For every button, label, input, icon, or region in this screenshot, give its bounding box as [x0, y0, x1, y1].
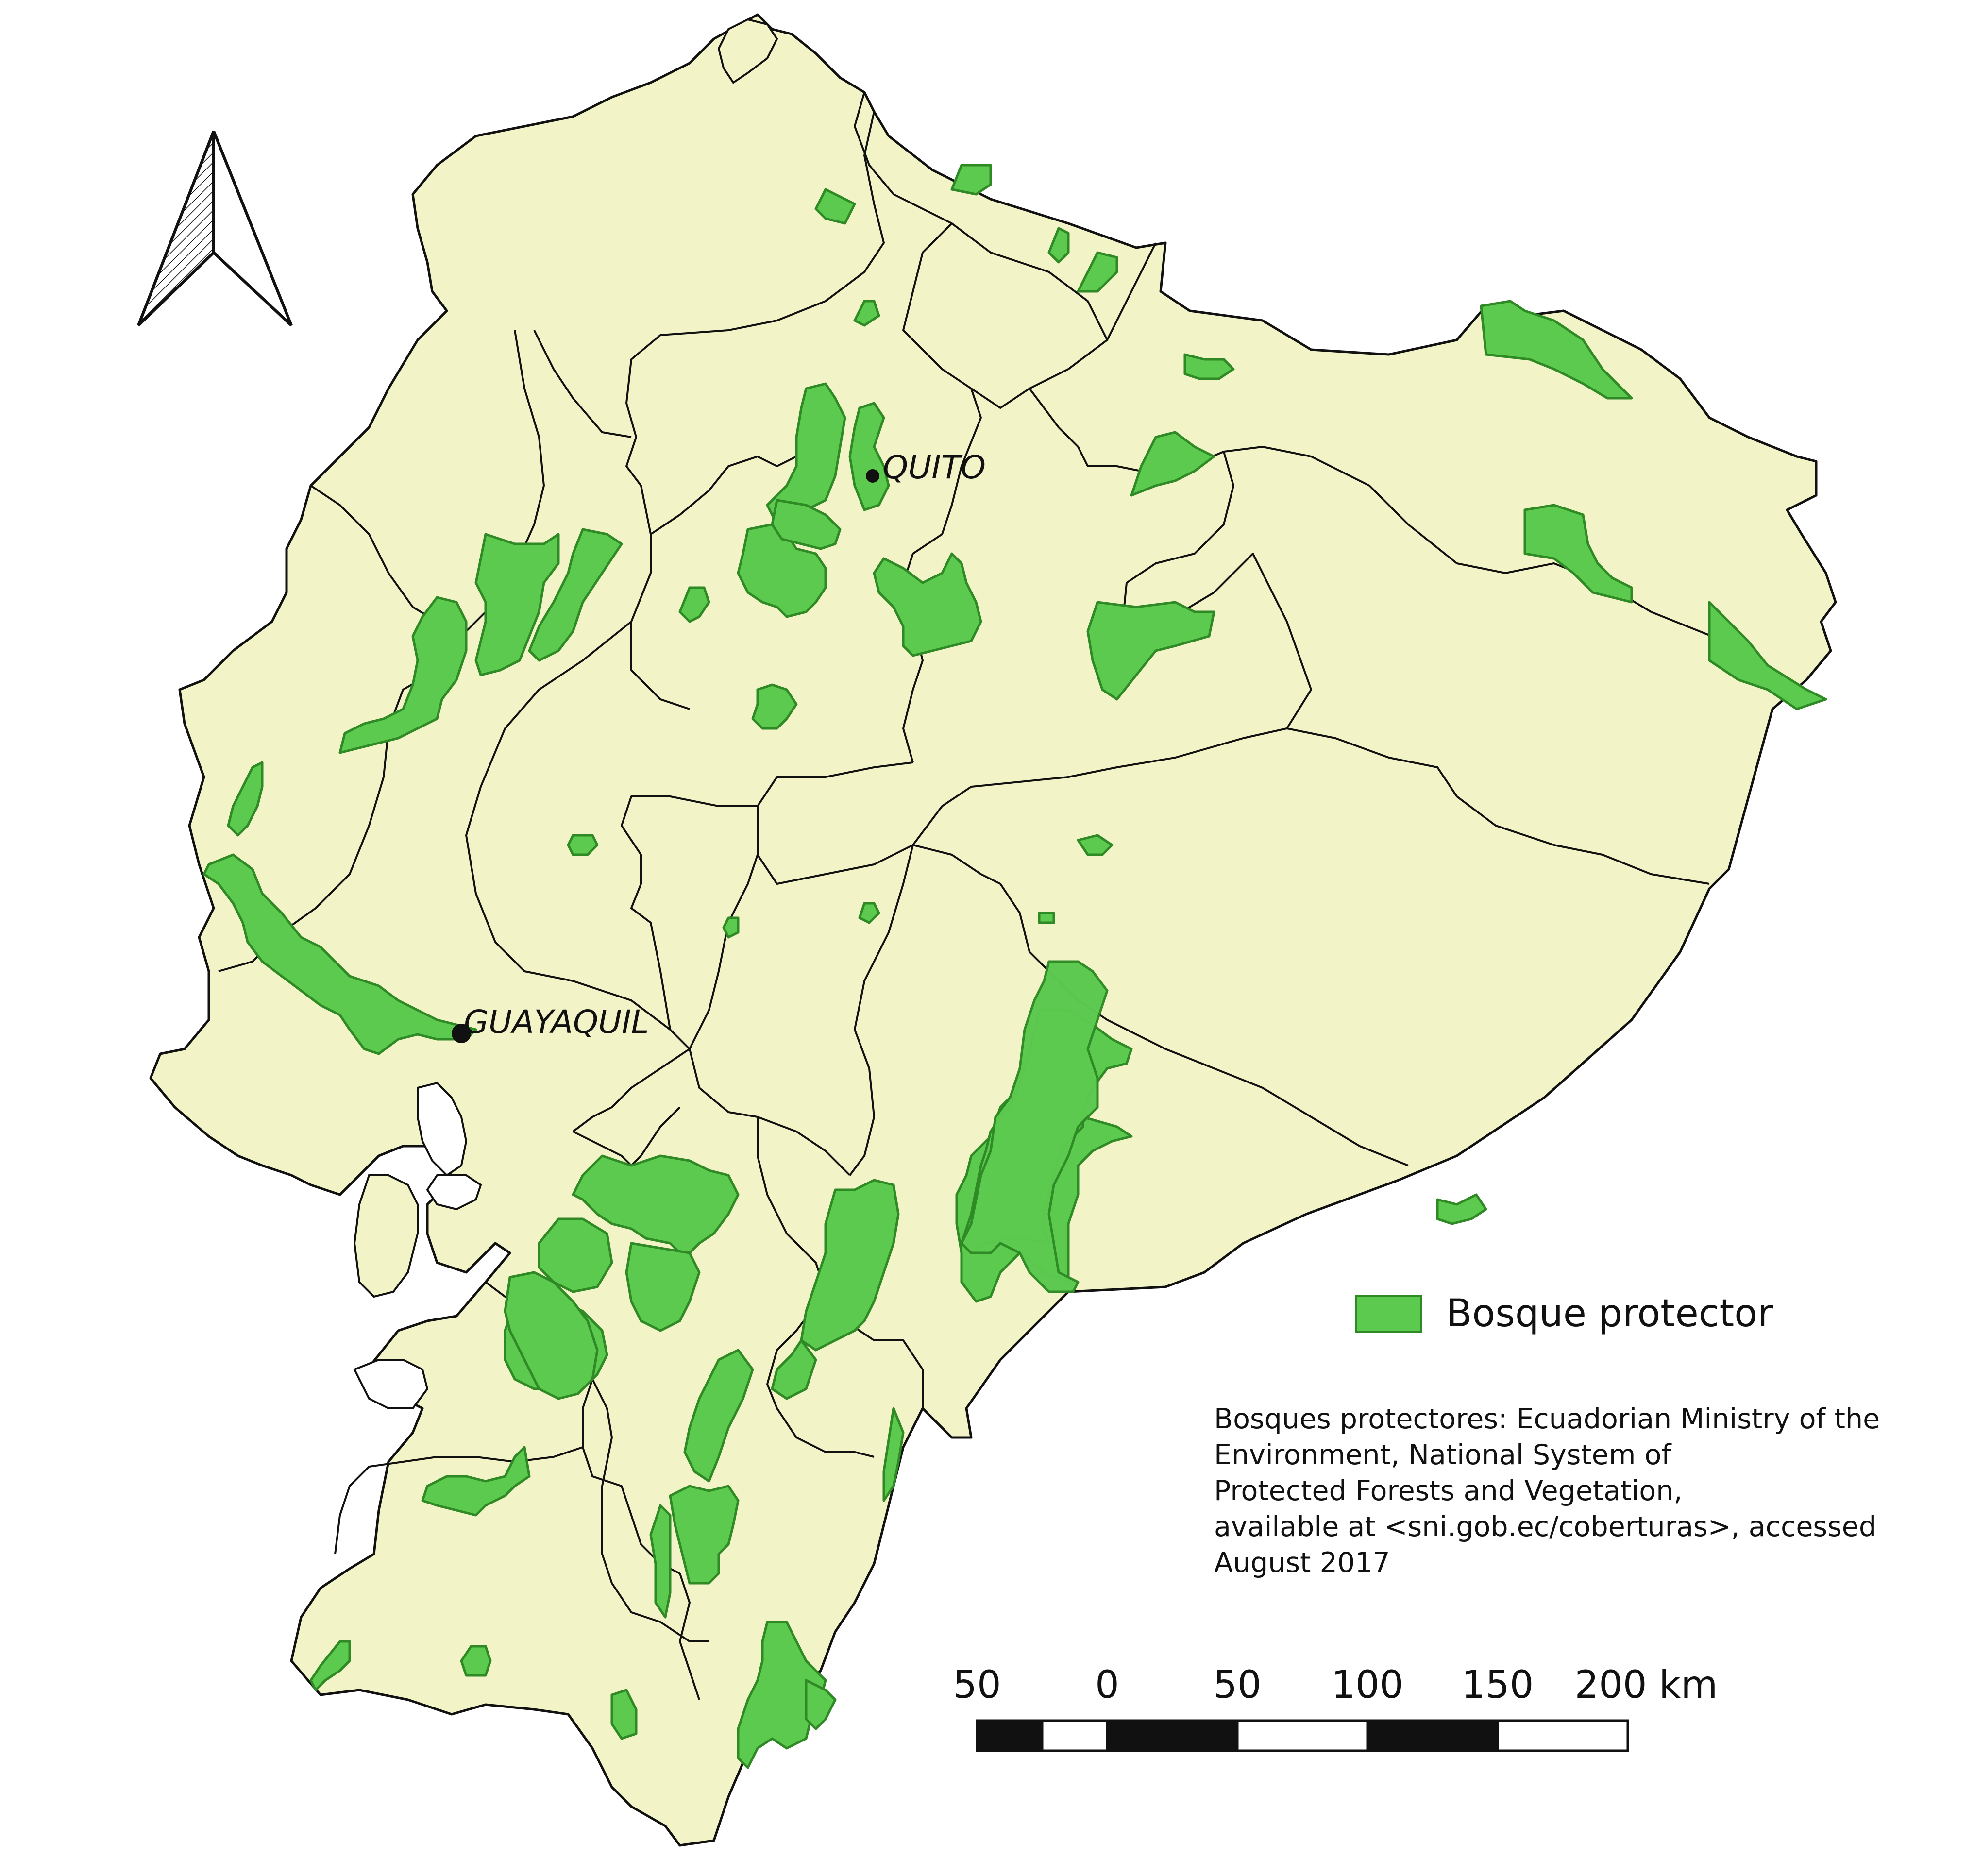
scale-label: 50	[953, 1663, 1001, 1707]
coastline-details	[353, 18, 778, 1409]
legend-label: Bosque protector	[1446, 1292, 1773, 1335]
north-arrow-icon	[137, 130, 293, 327]
source-line: August 2017	[1214, 1547, 1390, 1579]
guayaquil-marker	[452, 1024, 471, 1043]
scale-label: 200 km	[1574, 1663, 1718, 1707]
scale-label: 100	[1331, 1663, 1404, 1707]
city-label-guayaquil: GUAYAQUIL	[464, 1003, 649, 1041]
forest-areas	[202, 164, 1827, 1769]
scale-label: 0	[1095, 1663, 1119, 1707]
scale-label: 50	[1213, 1663, 1262, 1707]
quito-marker	[866, 469, 879, 483]
legend: Bosque protector	[1355, 1292, 1773, 1335]
city-label-quito: QUITO	[883, 449, 986, 486]
legend-swatch-forest	[1355, 1295, 1422, 1333]
source-line: Bosques protectores: Ecuadorian Ministry…	[1214, 1403, 1880, 1435]
source-line: available at <sni.gob.ec/coberturas>, ac…	[1214, 1511, 1877, 1543]
source-line: Protected Forests and Vegetation,	[1214, 1475, 1683, 1507]
source-line: Environment, National System of	[1214, 1439, 1671, 1471]
scale-bar	[976, 1719, 1629, 1752]
source-note: Bosques protectores: Ecuadorian Ministry…	[1214, 1401, 1942, 1581]
scale-label: 150	[1461, 1663, 1534, 1707]
